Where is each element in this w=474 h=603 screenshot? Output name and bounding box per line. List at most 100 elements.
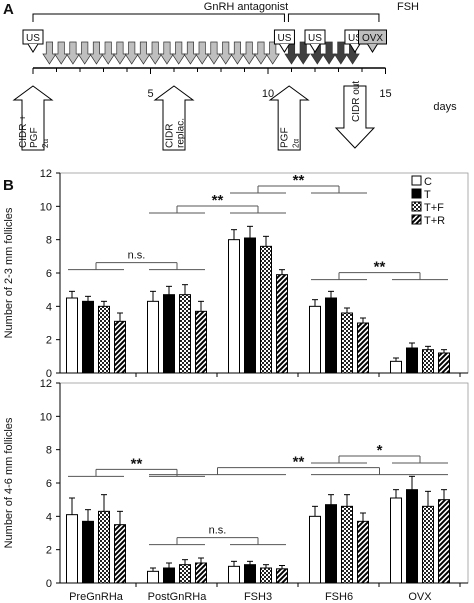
gnrh-injection-arrow [265, 41, 280, 65]
bar [66, 514, 78, 584]
significance-bracket [392, 272, 448, 281]
gnrh-injection-arrow [242, 41, 257, 65]
bar [244, 237, 256, 374]
gnrh-injection-arrow [148, 41, 163, 65]
gnrh-injection-arrow [230, 41, 245, 65]
legend-label-tf: T+F [424, 202, 444, 214]
bar [341, 312, 353, 374]
bar [244, 564, 256, 584]
bar [260, 567, 272, 584]
ultrasound-marker-3-pointer [309, 43, 321, 53]
y-tick-label: 12 [40, 378, 52, 390]
bar [179, 294, 191, 374]
gnrh-injection-arrow [195, 41, 210, 65]
bar [390, 497, 402, 584]
bar [163, 294, 175, 374]
bar [276, 274, 288, 374]
y-tick-label: 8 [46, 235, 52, 247]
fsh-injection-arrow [321, 41, 337, 65]
bar [357, 520, 369, 584]
significance-label: ** [374, 259, 386, 276]
event-label-2: replac. [176, 118, 187, 148]
significance-label: * [377, 442, 383, 459]
gnrh-injection-arrow [42, 41, 57, 65]
legend-swatch-tr [411, 214, 422, 225]
legend-label-tr: T+R [424, 215, 445, 227]
event-label-3: PGF [280, 127, 291, 148]
legend-swatch-t [411, 188, 422, 199]
ovx-box-pointer [367, 43, 378, 53]
significance-bracket [68, 262, 124, 271]
bar [228, 239, 240, 374]
x-tick-label: FSH3 [244, 591, 272, 603]
bar [309, 515, 321, 584]
gnrh-injection-arrow [65, 41, 81, 65]
significance-label: n.s. [128, 250, 146, 262]
significance-bracket [230, 206, 286, 214]
y-tick-label: 8 [46, 445, 52, 457]
chart-2-3mm: 0 2 4 6 8 10 12 n.s. ** ** ** [40, 168, 469, 380]
ultrasound-marker-1-pointer [27, 43, 39, 53]
bar [66, 297, 78, 374]
bar [98, 305, 110, 374]
y-tick-label: 2 [46, 545, 52, 557]
significance-bracket [149, 467, 286, 476]
timeline: 051015USUSUSUSOVXCIDR +PGF2αCIDRreplac.P… [12, 13, 392, 151]
ovx-label: OVX [362, 33, 383, 44]
gnrh-bracket [32, 13, 285, 22]
gnrh-injection-arrow [218, 41, 233, 65]
bar [325, 504, 337, 584]
bottom-chart-ylabel: Number of 4-6 mm follicles [3, 417, 15, 548]
legend-swatch-c [411, 175, 422, 186]
bar [406, 489, 418, 584]
gnrh-injection-arrow [206, 41, 222, 65]
significance-bracket [311, 467, 448, 476]
bar [114, 524, 126, 584]
event-label-1: 2α [41, 139, 50, 148]
bar [422, 505, 434, 584]
gnrh-injection-arrow [77, 41, 92, 65]
gnrh-injection-arrow [253, 41, 269, 65]
significance-bracket [149, 537, 205, 546]
significance-bracket [311, 272, 367, 281]
days-label: days [433, 101, 457, 113]
significance-bracket [68, 469, 124, 477]
significance-bracket [230, 186, 286, 194]
bar [309, 305, 321, 374]
bar [438, 499, 450, 584]
event-arrow-2 [153, 85, 195, 151]
gnrh-injection-arrow [124, 41, 139, 65]
gnrh-injection-arrow [171, 41, 186, 65]
gnrh-injection-arrow [136, 41, 151, 65]
bar [422, 349, 434, 374]
gnrh-injection-arrow [89, 41, 104, 65]
top-chart-ylabel: Number of 2-3 mm follicles [3, 207, 15, 338]
bar [147, 570, 159, 584]
significance-label: n.s. [209, 525, 227, 537]
event-label-3: 2α [292, 139, 301, 148]
panel-a-label: A [3, 1, 14, 18]
bar [406, 347, 418, 374]
event-arrow-3 [268, 85, 310, 151]
significance-label: ** [131, 455, 143, 472]
bar [82, 300, 94, 374]
significance-label: ** [293, 172, 305, 189]
ultrasound-marker-4-label: US [348, 33, 362, 44]
gnrh-injection-arrow [159, 41, 175, 65]
significance-bracket [311, 186, 367, 194]
bar [114, 320, 126, 374]
event-label-1: CIDR + [18, 115, 29, 148]
y-tick-label: 12 [40, 168, 52, 180]
ultrasound-marker-4-pointer [349, 43, 361, 53]
y-tick-label: 4 [46, 511, 52, 523]
y-tick-label: 10 [40, 201, 52, 213]
bar [82, 520, 94, 584]
fsh-injection-arrow [296, 41, 311, 65]
bar [228, 565, 240, 584]
legend-label-c: C [424, 176, 432, 188]
chart-4-6mm: 0 2 4 6 8 10 12 PreGnRHa PostGnRHa FSH3 FSH6 OVX ** n… [40, 378, 469, 603]
y-tick-label: 0 [46, 368, 52, 380]
significance-bracket [230, 537, 286, 546]
legend-swatch-tf [411, 201, 422, 212]
timeline-tick-label: 10 [262, 88, 274, 100]
